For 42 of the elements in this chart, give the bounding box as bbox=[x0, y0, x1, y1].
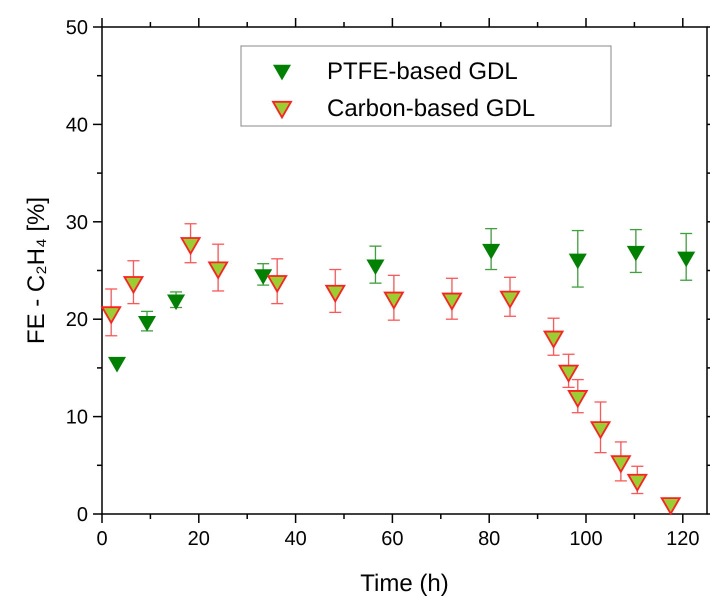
point bbox=[677, 252, 696, 268]
y-tick-label: 40 bbox=[66, 114, 88, 136]
point bbox=[208, 261, 228, 279]
x-tick-label: 0 bbox=[96, 528, 108, 550]
point bbox=[627, 474, 648, 492]
point bbox=[267, 275, 288, 293]
point bbox=[660, 497, 681, 515]
point bbox=[482, 244, 500, 260]
point bbox=[254, 269, 272, 285]
point bbox=[590, 421, 610, 439]
point bbox=[124, 276, 144, 294]
y-tick-label: 0 bbox=[76, 504, 88, 526]
y-tick-label: 50 bbox=[66, 17, 88, 39]
point bbox=[626, 246, 645, 262]
x-tick-label: 120 bbox=[666, 528, 700, 550]
x-tick-label: 20 bbox=[188, 528, 210, 550]
x-tick-label: 60 bbox=[381, 528, 404, 550]
point bbox=[568, 254, 587, 270]
x-axis-title: Time (h) bbox=[360, 570, 449, 597]
x-tick-label: 40 bbox=[284, 528, 307, 550]
y-tick-label: 30 bbox=[66, 212, 88, 234]
point bbox=[442, 292, 462, 310]
legend-label: PTFE-based GDL bbox=[327, 58, 518, 85]
point bbox=[610, 455, 631, 473]
point bbox=[544, 330, 564, 348]
point bbox=[568, 390, 588, 408]
point bbox=[167, 294, 186, 310]
point bbox=[558, 364, 578, 382]
x-tick-label: 80 bbox=[478, 528, 500, 550]
y-tick-label: 10 bbox=[66, 406, 88, 429]
y-tick-label: 20 bbox=[66, 309, 88, 332]
point bbox=[366, 259, 384, 276]
y-axis-title: FE - C₂H₄ [%] bbox=[23, 196, 50, 344]
point bbox=[325, 284, 346, 302]
point bbox=[108, 356, 126, 372]
point bbox=[138, 316, 156, 332]
point bbox=[384, 292, 404, 310]
legend-label: Carbon-based GDL bbox=[327, 95, 536, 122]
point bbox=[500, 290, 520, 308]
point bbox=[101, 306, 122, 324]
x-tick-label: 100 bbox=[569, 528, 603, 550]
point bbox=[180, 237, 200, 255]
